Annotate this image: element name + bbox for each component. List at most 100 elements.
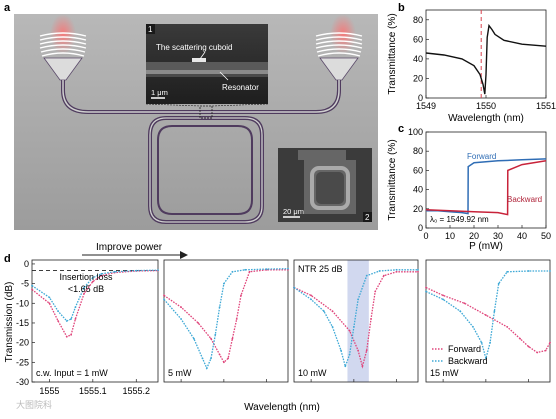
d-backward-series-point — [91, 276, 94, 279]
d-ytick-label: -20 — [16, 338, 29, 348]
d-subplot-axes — [425, 259, 551, 383]
d-ytick-label: 0 — [24, 259, 29, 269]
backward-label-c: Backward — [507, 195, 542, 204]
panel-b-xlabel: Wavelength (nm) — [448, 113, 524, 124]
d-forward-series-point — [395, 270, 398, 273]
d-subplot-axes — [293, 259, 419, 383]
d-backward-series-point — [472, 326, 474, 328]
d-backward-series-point — [497, 282, 500, 285]
d-forward-series — [425, 286, 551, 354]
d-backward-series-point — [100, 272, 103, 275]
d-backward-series-point — [425, 290, 427, 293]
d-power-label: 10 mW — [298, 368, 327, 378]
d-backward-series-point — [287, 267, 289, 270]
c-xtick-label: 30 — [493, 231, 503, 241]
d-forward-series-point — [74, 318, 77, 320]
panel-c-label: c — [398, 123, 404, 135]
d-forward-series-point — [83, 292, 85, 295]
d-backward-series-point — [493, 310, 496, 313]
d-forward-series-point — [357, 349, 359, 352]
d-backward-series-point — [231, 270, 234, 273]
c-ytick-label: 80 — [413, 146, 423, 156]
b-ytick-label: 0 — [418, 93, 423, 103]
d-backward-series — [31, 269, 159, 322]
b-ytick-label: 20 — [413, 73, 423, 83]
b-ytick-label: 40 — [413, 54, 423, 64]
d-backward-series-point — [310, 298, 312, 301]
d-backward-series-point — [442, 298, 444, 301]
d-ytick-label: -25 — [16, 357, 29, 367]
d-forward-series-point — [536, 351, 539, 354]
grating-coupler-right — [315, 32, 363, 57]
c-xtick-label: 40 — [517, 231, 527, 241]
d-xtick-label: 1555 — [39, 386, 59, 396]
d-backward-series-point — [353, 326, 355, 328]
d-forward-series-point — [48, 302, 51, 305]
d-backward-series-point — [135, 269, 138, 272]
d-forward-series-point — [365, 349, 368, 352]
insertion-loss-line2: <1.65 dB — [68, 284, 104, 294]
d-backward-series-point — [489, 341, 491, 344]
d-forward-series-point — [218, 353, 221, 356]
panel-d-label: d — [4, 253, 11, 265]
d-forward-series-point — [163, 294, 165, 297]
scattering-cuboid — [192, 58, 206, 62]
d-forward-series-point — [348, 329, 351, 332]
watermark: 大图院科 — [16, 399, 52, 410]
d-backward-series-point — [113, 270, 116, 273]
d-backward-series-point — [74, 306, 77, 309]
d-backward-series-point — [485, 357, 487, 360]
d-backward-series-point — [331, 326, 334, 328]
d-backward-series-point — [549, 270, 551, 272]
d-forward-series-point — [519, 337, 521, 340]
d-power-label: c.w. Input = 1 mW — [36, 368, 108, 378]
d-forward-series-point — [442, 294, 444, 297]
panel-b-label: b — [398, 2, 405, 14]
d-backward-series — [425, 270, 550, 361]
c-xtick-label: 50 — [541, 231, 551, 241]
d-ytick-label: -15 — [16, 318, 29, 328]
d-power-label: 15 mW — [430, 368, 459, 378]
b-transmittance-line — [425, 23, 547, 95]
d-backward-series-point — [417, 268, 419, 271]
d-backward-series-point — [31, 284, 33, 287]
improve-power-arrowhead — [180, 251, 188, 259]
d-forward-series-point — [527, 345, 530, 348]
d-forward-series-point — [361, 365, 364, 368]
d-forward-series-point — [382, 274, 385, 277]
d-power-label: 5 mW — [168, 368, 192, 378]
panel-d-xlabel: Wavelength (nm) — [244, 402, 320, 413]
d-backward-series-point — [83, 286, 85, 289]
d-forward-series — [163, 269, 288, 364]
c-forward-line — [426, 158, 547, 215]
d-backward-series-point — [378, 270, 381, 272]
improve-power-label: Improve power — [96, 242, 163, 253]
c-ytick-label: 0 — [418, 223, 423, 233]
legend-backward: Backward — [448, 356, 488, 366]
b-xtick-label: 1549 — [416, 101, 436, 111]
d-backward-series-point — [180, 318, 183, 320]
d-subplot-axes — [163, 259, 289, 383]
d-backward-series-point — [157, 269, 159, 272]
d-ytick-label: -5 — [21, 279, 29, 289]
d-forward-series-point — [197, 322, 200, 324]
d-forward-series-point — [370, 318, 372, 320]
resonator-loop-core — [149, 117, 263, 223]
panel-d-ylabel: Transmission (dB) — [4, 282, 15, 363]
d-backward-series-point — [223, 282, 225, 285]
resonator-label: Resonator — [222, 83, 259, 92]
d-backward-series-point — [205, 367, 208, 370]
d-forward-series-point — [485, 314, 487, 316]
d-forward-series — [293, 271, 418, 369]
c-ytick-label: 60 — [413, 165, 423, 175]
d-backward-series-point — [340, 349, 342, 352]
lambda-label: λ₀ = 1549.92 nm — [430, 215, 489, 224]
c-xtick-label: 0 — [423, 231, 428, 241]
panel-d: d Improve power Transmission (dB) Wavele… — [4, 242, 551, 413]
taper-right — [319, 57, 359, 81]
d-backward-series-point — [244, 268, 247, 271]
d-forward-series-point — [310, 294, 312, 297]
d-backward-series-point — [527, 270, 530, 272]
panel-c: c 0 20 40 60 80 100 0 10 20 30 40 50 Transmittance … — [387, 123, 551, 252]
d-ytick-label: -10 — [16, 298, 29, 308]
